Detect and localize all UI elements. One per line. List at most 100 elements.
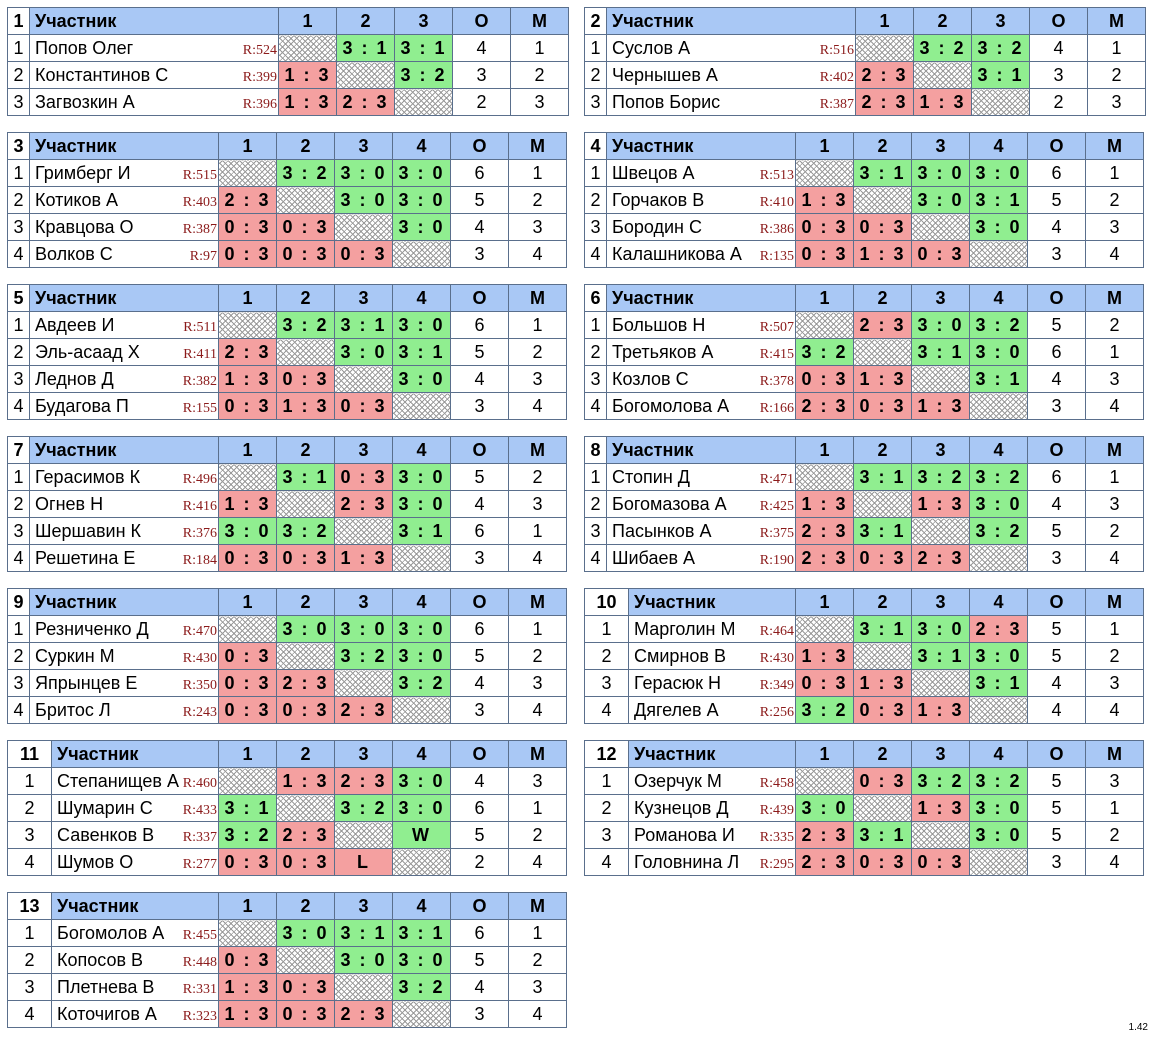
match-result[interactable]: 1 : 3 — [911, 696, 970, 724]
match-result[interactable]: 2 : 3 — [218, 338, 277, 366]
match-result[interactable]: 3 : 1 — [853, 615, 912, 643]
match-result[interactable]: 2 : 3 — [334, 490, 393, 518]
player-name-cell[interactable]: Авдеев И R:511 — [29, 311, 219, 339]
player-name-cell[interactable]: Швецов А R:513 — [606, 159, 796, 187]
match-result[interactable]: 1 : 3 — [913, 88, 972, 116]
player-name[interactable]: Калашникова А — [612, 243, 742, 264]
player-name[interactable]: Суслов А — [612, 37, 691, 58]
match-result[interactable]: 3 : 1 — [853, 463, 912, 491]
player-name-cell[interactable]: Герасюк Н R:349 — [628, 669, 796, 697]
match-result[interactable]: 0 : 3 — [853, 848, 912, 876]
player-name-cell[interactable]: Попов Олег R:524 — [29, 34, 279, 62]
match-result[interactable]: W — [392, 821, 451, 849]
match-result[interactable]: 3 : 1 — [911, 642, 970, 670]
player-name-cell[interactable]: Третьяков А R:415 — [606, 338, 796, 366]
match-result[interactable]: 3 : 1 — [853, 159, 912, 187]
player-name-cell[interactable]: Суркин М R:430 — [29, 642, 219, 670]
player-name[interactable]: Бородин С — [612, 216, 702, 237]
player-name[interactable]: Романова И — [634, 824, 735, 845]
player-name[interactable]: Кузнецов Д — [634, 797, 729, 818]
match-result[interactable]: 0 : 3 — [276, 213, 335, 241]
match-result[interactable]: 3 : 2 — [276, 311, 335, 339]
match-result[interactable]: 3 : 2 — [911, 463, 970, 491]
match-result[interactable]: 0 : 3 — [218, 642, 277, 670]
match-result[interactable]: 3 : 2 — [795, 696, 854, 724]
match-result[interactable]: 3 : 2 — [913, 34, 972, 62]
match-result[interactable]: 0 : 3 — [334, 240, 393, 268]
match-result[interactable]: 3 : 0 — [334, 615, 393, 643]
match-result[interactable]: 3 : 0 — [911, 615, 970, 643]
player-name-cell[interactable]: Кузнецов Д R:439 — [628, 794, 796, 822]
player-name[interactable]: Гримберг И — [35, 162, 131, 183]
player-name-cell[interactable]: Савенков В R:337 — [51, 821, 219, 849]
match-result[interactable]: 1 : 3 — [795, 642, 854, 670]
match-result[interactable]: 3 : 2 — [971, 34, 1030, 62]
player-name[interactable]: Третьяков А — [612, 341, 714, 362]
match-result[interactable]: 3 : 1 — [853, 517, 912, 545]
match-result[interactable]: 3 : 1 — [336, 34, 395, 62]
player-name-cell[interactable]: Копосов В R:448 — [51, 946, 219, 974]
player-name[interactable]: Плетнева В — [57, 976, 155, 997]
player-name[interactable]: Леднов Д — [35, 368, 114, 389]
player-name[interactable]: Шершавин К — [35, 520, 142, 541]
player-name[interactable]: Шумов О — [57, 851, 134, 872]
player-name-cell[interactable]: Огнев Н R:416 — [29, 490, 219, 518]
match-result[interactable]: 3 : 1 — [853, 821, 912, 849]
match-result[interactable]: 3 : 1 — [969, 669, 1028, 697]
match-result[interactable]: 3 : 0 — [969, 338, 1028, 366]
match-result[interactable]: 0 : 3 — [795, 669, 854, 697]
player-name[interactable]: Швецов А — [612, 162, 695, 183]
match-result[interactable]: 3 : 0 — [911, 186, 970, 214]
player-name[interactable]: Копосов В — [57, 949, 144, 970]
player-name-cell[interactable]: Богомолова А R:166 — [606, 392, 796, 420]
player-name[interactable]: Решетина Е — [35, 547, 136, 568]
match-result[interactable]: 1 : 3 — [853, 669, 912, 697]
match-result[interactable]: 3 : 1 — [334, 311, 393, 339]
player-name-cell[interactable]: Резниченко Д R:470 — [29, 615, 219, 643]
player-name-cell[interactable]: Озерчук М R:458 — [628, 767, 796, 795]
match-result[interactable]: 2 : 3 — [218, 186, 277, 214]
player-name[interactable]: Богомолова А — [612, 395, 730, 416]
player-name-cell[interactable]: Леднов Д R:382 — [29, 365, 219, 393]
match-result[interactable]: 3 : 0 — [911, 159, 970, 187]
match-result[interactable]: 3 : 2 — [969, 463, 1028, 491]
match-result[interactable]: 0 : 3 — [218, 392, 277, 420]
match-result[interactable]: 0 : 3 — [853, 213, 912, 241]
player-name-cell[interactable]: Чернышев А R:402 — [606, 61, 856, 89]
player-name-cell[interactable]: Шумов О R:277 — [51, 848, 219, 876]
player-name[interactable]: Горчаков В — [612, 189, 705, 210]
match-result[interactable]: 0 : 3 — [334, 463, 393, 491]
match-result[interactable]: 1 : 3 — [853, 365, 912, 393]
player-name-cell[interactable]: Большов Н R:507 — [606, 311, 796, 339]
match-result[interactable]: 3 : 0 — [392, 615, 451, 643]
match-result[interactable]: 1 : 3 — [911, 490, 970, 518]
match-result[interactable]: 3 : 0 — [218, 517, 277, 545]
player-name-cell[interactable]: Япрынцев Е R:350 — [29, 669, 219, 697]
player-name[interactable]: Кравцова О — [35, 216, 134, 237]
match-result[interactable]: 1 : 3 — [218, 490, 277, 518]
player-name[interactable]: Степанищев А — [57, 770, 179, 791]
player-name[interactable]: Попов Борис — [612, 91, 721, 112]
match-result[interactable]: 3 : 1 — [969, 365, 1028, 393]
player-name-cell[interactable]: Бритос Л R:243 — [29, 696, 219, 724]
match-result[interactable]: 2 : 3 — [334, 767, 393, 795]
player-name-cell[interactable]: Горчаков В R:410 — [606, 186, 796, 214]
player-name-cell[interactable]: Стопин Д R:471 — [606, 463, 796, 491]
match-result[interactable]: 1 : 3 — [278, 88, 337, 116]
match-result[interactable]: 2 : 3 — [334, 1000, 393, 1028]
player-name-cell[interactable]: Эль-асаад Х R:411 — [29, 338, 219, 366]
match-result[interactable]: 1 : 3 — [853, 240, 912, 268]
player-name[interactable]: Коточигов А — [57, 1003, 157, 1024]
match-result[interactable]: 1 : 3 — [218, 365, 277, 393]
player-name[interactable]: Резниченко Д — [35, 618, 149, 639]
match-result[interactable]: 3 : 1 — [392, 919, 451, 947]
match-result[interactable]: 3 : 0 — [969, 794, 1028, 822]
player-name-cell[interactable]: Шибаев А R:190 — [606, 544, 796, 572]
match-result[interactable]: 3 : 2 — [969, 767, 1028, 795]
player-name-cell[interactable]: Козлов С R:378 — [606, 365, 796, 393]
match-result[interactable]: 3 : 2 — [969, 517, 1028, 545]
player-name[interactable]: Суркин М — [35, 645, 115, 666]
match-result[interactable]: 3 : 2 — [334, 794, 393, 822]
match-result[interactable]: 3 : 1 — [218, 794, 277, 822]
match-result[interactable]: 3 : 0 — [969, 642, 1028, 670]
